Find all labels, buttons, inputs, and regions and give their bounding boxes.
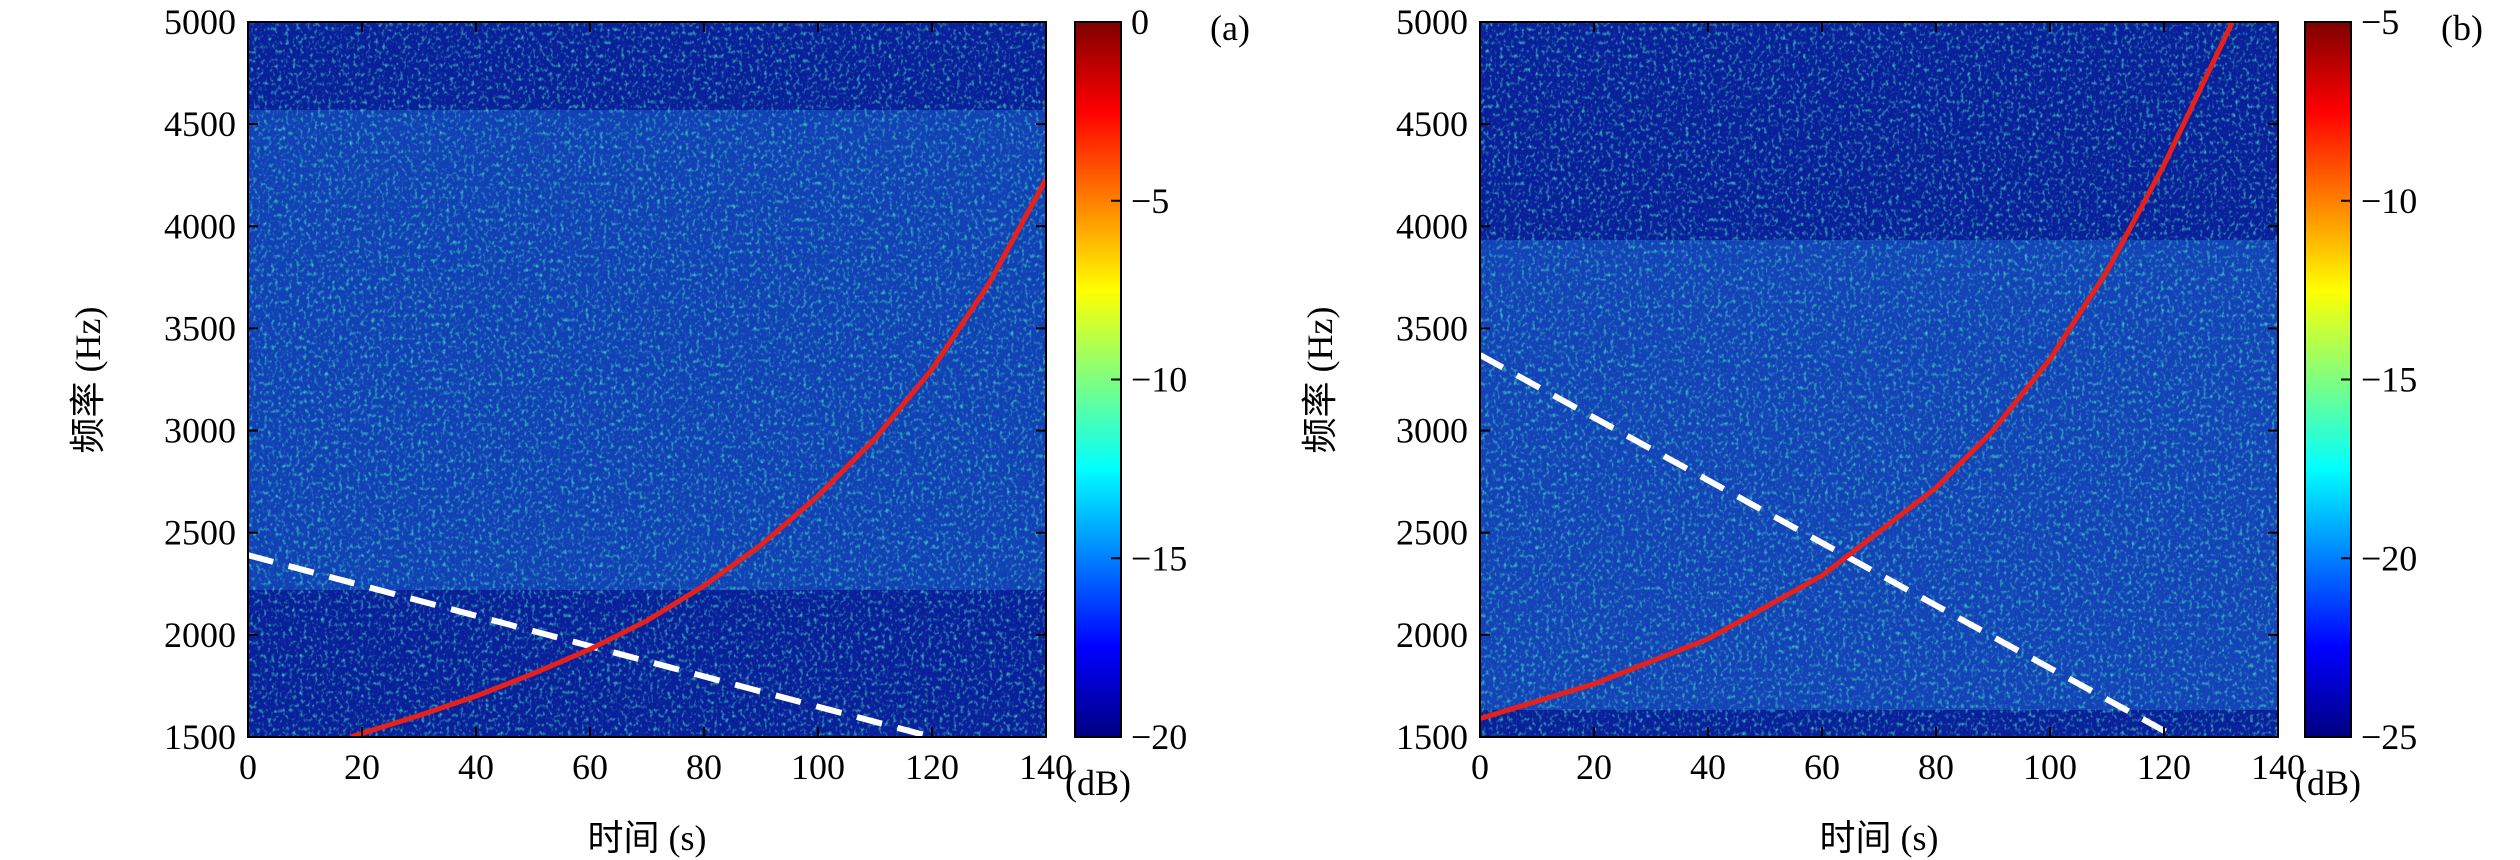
y-axis-label-b: 频率 (Hz) <box>1300 307 1340 454</box>
y-tick-label-a: 4000 <box>164 206 236 246</box>
x-tick-label-b: 140 <box>2251 747 2305 787</box>
y-tick-label-b: 2500 <box>1396 513 1468 553</box>
y-tick-label-a: 3500 <box>164 308 236 348</box>
y-tick-label-b: 1500 <box>1396 717 1468 757</box>
x-tick-label-b: 100 <box>2023 747 2077 787</box>
x-ticks-b: 0 20 40 60 80 100 120 140 <box>1471 22 2305 787</box>
panel-b: 0 20 40 60 80 100 120 140 1500 2000 2500 3000 3500 4… <box>1300 2 2483 858</box>
panel-label-a: (a) <box>1210 8 1250 48</box>
y-tick-label-a: 1500 <box>164 717 236 757</box>
x-tick-label-a: 60 <box>572 747 608 787</box>
colorbar-tick-label-a: −10 <box>1131 360 1187 400</box>
y-tick-label-a: 5000 <box>164 2 236 42</box>
colorbar-tick-label-a: −15 <box>1131 538 1187 578</box>
x-tick-label-b: 0 <box>1471 747 1489 787</box>
x-axis-label-a: 时间 (s) <box>588 818 707 858</box>
x-axis-label-b: 时间 (s) <box>1820 818 1939 858</box>
colorbar-tick-label-b: −25 <box>2361 717 2417 757</box>
x-tick-label-b: 20 <box>1576 747 1612 787</box>
red-curve-a <box>349 178 1046 737</box>
colorbar-tick-label-b: −15 <box>2361 360 2417 400</box>
panel-label-b: (b) <box>2441 8 2483 48</box>
colorbar-tick-label-b: −5 <box>2361 2 2399 42</box>
heatmap-texture-b <box>1480 22 2278 737</box>
colorbar-unit-a: (dB) <box>1065 763 1131 803</box>
y-tick-label-b: 5000 <box>1396 2 1468 42</box>
y-tick-label-a: 3000 <box>164 411 236 451</box>
x-tick-label-a: 80 <box>686 747 722 787</box>
y-axis-label-a: 频率 (Hz) <box>68 307 108 454</box>
x-tick-label-b: 40 <box>1690 747 1726 787</box>
colorbar-ticks-b: −5 −10 −15 −20 −25 <box>2341 2 2417 757</box>
colorbar-unit-b: (dB) <box>2295 763 2361 803</box>
x-ticks-a: 0 20 40 60 80 100 120 140 <box>239 22 1073 787</box>
y-tick-label-a: 2000 <box>164 615 236 655</box>
colorbar-ticks-a: 0 −5 −10 −15 −20 <box>1111 2 1187 757</box>
x-tick-label-a: 20 <box>344 747 380 787</box>
x-tick-label-a: 140 <box>1019 747 1073 787</box>
x-tick-label-a: 40 <box>458 747 494 787</box>
colorbar-tick-label-a: −5 <box>1131 181 1169 221</box>
plot-frame-b <box>1479 21 2279 738</box>
x-tick-label-b: 120 <box>2137 747 2191 787</box>
colorbar-tick-label-a: −20 <box>1131 717 1187 757</box>
plot-frame-a <box>247 21 1047 738</box>
panel-a: 0 20 40 60 80 100 120 140 1500 2000 2500 3000 3500 4… <box>68 2 1250 858</box>
y-ticks-a: 1500 2000 2500 3000 3500 4000 4500 5000 <box>164 2 1046 757</box>
x-tick-label-a: 100 <box>791 747 845 787</box>
dashed-line-a <box>248 552 933 737</box>
y-tick-label-b: 4500 <box>1396 104 1468 144</box>
colorbar-tick-label-b: −10 <box>2361 181 2417 221</box>
y-tick-label-a: 2500 <box>164 513 236 553</box>
y-tick-label-b: 3500 <box>1396 308 1468 348</box>
x-tick-label-b: 60 <box>1804 747 1840 787</box>
dashed-line-b <box>1480 352 2177 737</box>
y-tick-label-b: 4000 <box>1396 206 1468 246</box>
y-tick-label-b: 3000 <box>1396 411 1468 451</box>
x-tick-label-a: 120 <box>905 747 959 787</box>
y-tick-label-b: 2000 <box>1396 615 1468 655</box>
y-ticks-b: 1500 2000 2500 3000 3500 4000 4500 5000 <box>1396 2 2278 757</box>
colorbar-tick-label-b: −20 <box>2361 538 2417 578</box>
y-tick-label-a: 4500 <box>164 104 236 144</box>
x-tick-label-a: 0 <box>239 747 257 787</box>
red-curve-b <box>1480 22 2235 721</box>
colorbar-tick-label-a: 0 <box>1131 2 1149 42</box>
x-tick-label-b: 80 <box>1918 747 1954 787</box>
